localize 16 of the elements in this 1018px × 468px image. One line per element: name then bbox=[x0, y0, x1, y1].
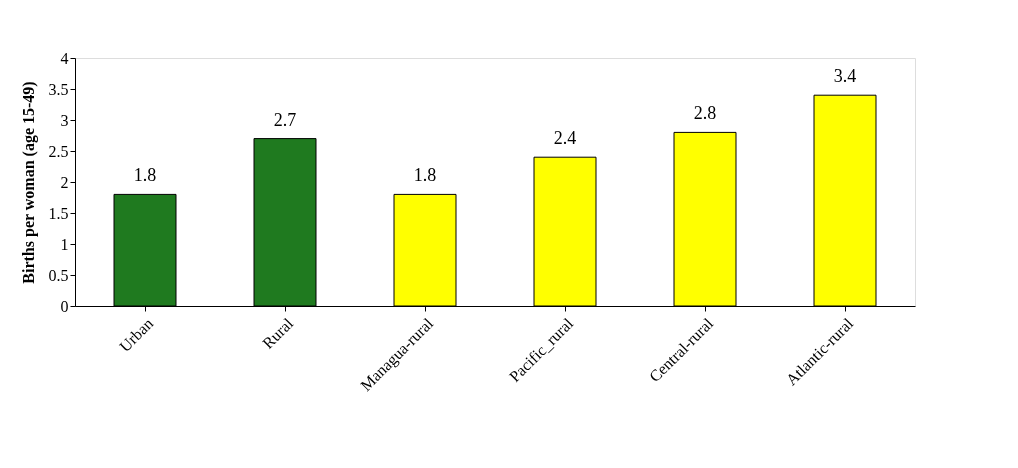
y-axis-title: Births per woman (age 15-49) bbox=[19, 81, 38, 284]
y-tick-label: 0 bbox=[60, 297, 69, 315]
y-tick-label: 4 bbox=[60, 49, 69, 67]
y-tick-label: 1 bbox=[60, 235, 69, 253]
y-tick-label: 2.5 bbox=[48, 142, 69, 160]
y-tick-label: 1.5 bbox=[48, 204, 69, 222]
data-label: 1.8 bbox=[133, 165, 157, 186]
y-tick-label: 3 bbox=[60, 111, 69, 129]
data-label: 3.4 bbox=[833, 66, 857, 87]
data-label: 2.4 bbox=[553, 128, 577, 149]
data-label: 2.7 bbox=[273, 109, 297, 130]
data-label: 2.8 bbox=[693, 103, 717, 124]
y-tick-label: 2 bbox=[60, 173, 69, 191]
y-tick-label: 0.5 bbox=[48, 266, 69, 284]
data-label: 1.8 bbox=[413, 165, 437, 186]
y-tick-label: 3.5 bbox=[48, 80, 69, 98]
